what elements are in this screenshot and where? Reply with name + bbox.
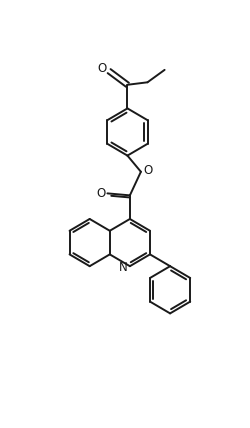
Text: N: N [119,262,128,274]
Text: O: O [98,62,107,75]
Text: O: O [143,164,152,177]
Text: O: O [96,187,106,200]
